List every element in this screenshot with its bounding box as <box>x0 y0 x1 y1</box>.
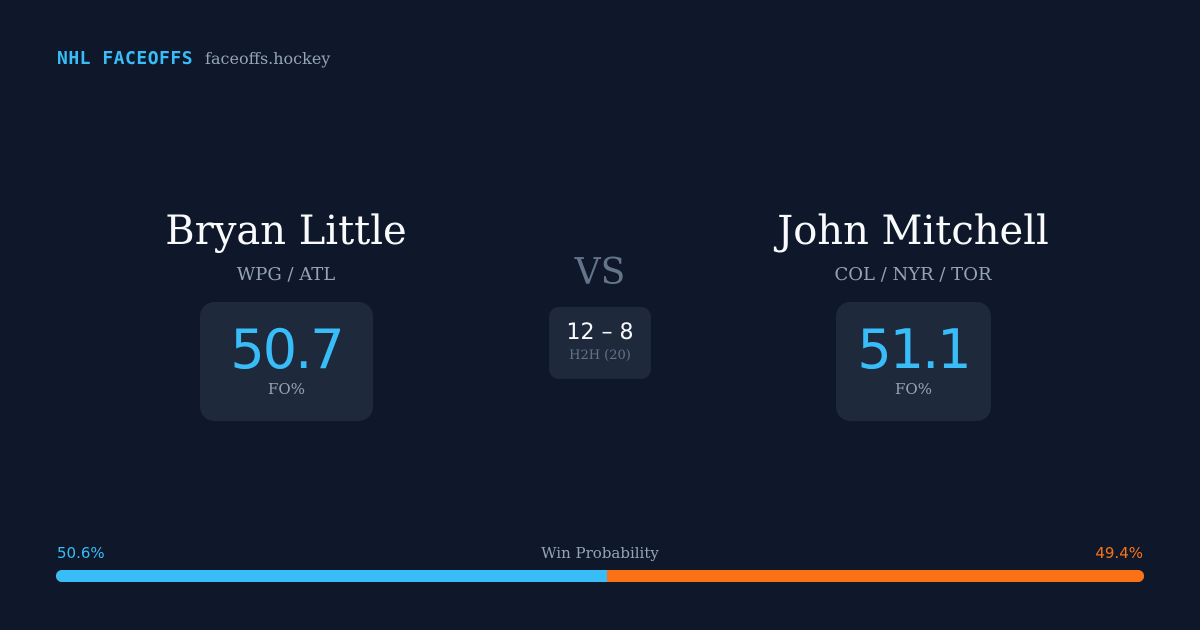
player-left-teams: WPG / ATL <box>236 264 336 285</box>
player-left-fo-label: FO% <box>268 380 305 398</box>
vs-label: VS <box>574 252 626 293</box>
win-probability-bar-left <box>56 570 607 582</box>
h2h-card: 12 – 8 H2H (20) <box>549 307 651 379</box>
player-right-stat-card: 51.1 FO% <box>836 302 991 421</box>
player-right-fo-value: 51.1 <box>857 318 971 381</box>
h2h-score: 12 – 8 <box>566 320 634 345</box>
win-probability-title: Win Probability <box>541 544 659 562</box>
player-right-name: John Mitchell <box>777 208 1049 254</box>
player-right-fo-label: FO% <box>895 380 932 398</box>
player-left: Bryan Little WPG / ATL <box>66 205 506 289</box>
brand-name: NHL FACEOFFS <box>57 48 194 69</box>
brand-domain: faceoffs.hockey <box>205 49 331 68</box>
win-probability-bar-right <box>606 570 1144 582</box>
h2h-label: H2H (20) <box>569 348 631 363</box>
brand-header: NHL FACEOFFS faceoffs.hockey <box>57 48 330 69</box>
win-probability-bar <box>56 570 1144 582</box>
player-right: John Mitchell COL / NYR / TOR <box>693 205 1133 289</box>
player-left-name: Bryan Little <box>165 208 407 254</box>
player-left-stat-card: 50.7 FO% <box>200 302 373 421</box>
player-left-fo-value: 50.7 <box>230 318 344 381</box>
win-probability-left-label: 50.6% <box>57 544 105 562</box>
win-probability-right-label: 49.4% <box>1095 544 1143 562</box>
player-right-teams: COL / NYR / TOR <box>834 264 992 285</box>
